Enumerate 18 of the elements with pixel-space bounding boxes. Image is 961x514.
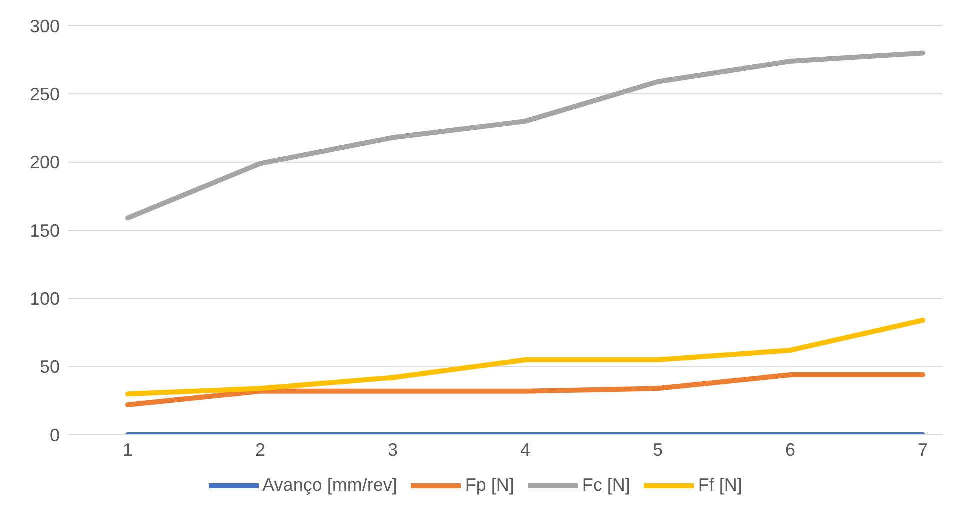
y-tick-label: 250 — [30, 84, 60, 105]
x-tick-label: 3 — [388, 440, 398, 460]
y-tick-label: 200 — [30, 152, 60, 173]
y-tick-label: 50 — [40, 357, 60, 378]
x-tick-label: 6 — [785, 440, 796, 460]
x-tick-label: 1 — [122, 440, 134, 460]
x-tick-label: 4 — [520, 440, 531, 460]
x-tick-label: 2 — [255, 440, 266, 460]
x-tick-label: 7 — [918, 440, 928, 460]
x-tick-label: 5 — [652, 440, 664, 460]
y-tick-label: 0 — [50, 425, 60, 446]
legend-label: Avanço [mm/rev] — [262, 475, 398, 496]
legend-label: Ff [N] — [698, 475, 742, 496]
legend-label: Fc [N] — [582, 475, 630, 496]
y-tick-label: 150 — [30, 220, 60, 241]
y-tick-label: 300 — [30, 16, 60, 36]
y-tick-label: 100 — [30, 289, 60, 310]
legend-label: Fp [N] — [465, 475, 514, 496]
